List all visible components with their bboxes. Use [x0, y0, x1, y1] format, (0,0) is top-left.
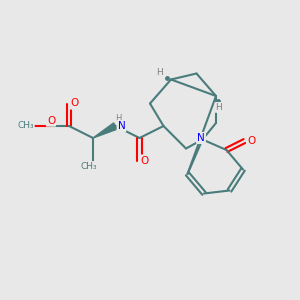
Text: O: O [70, 98, 79, 109]
Text: CH₃: CH₃ [17, 122, 34, 130]
Text: CH₃: CH₃ [80, 162, 97, 171]
Text: N: N [118, 121, 125, 131]
Text: O: O [47, 116, 55, 126]
Text: H: H [156, 68, 163, 77]
Text: O: O [247, 136, 255, 146]
Polygon shape [93, 123, 117, 138]
Text: H: H [115, 114, 122, 123]
Text: O: O [141, 155, 149, 166]
Text: H: H [216, 103, 222, 112]
Text: N: N [197, 133, 205, 143]
